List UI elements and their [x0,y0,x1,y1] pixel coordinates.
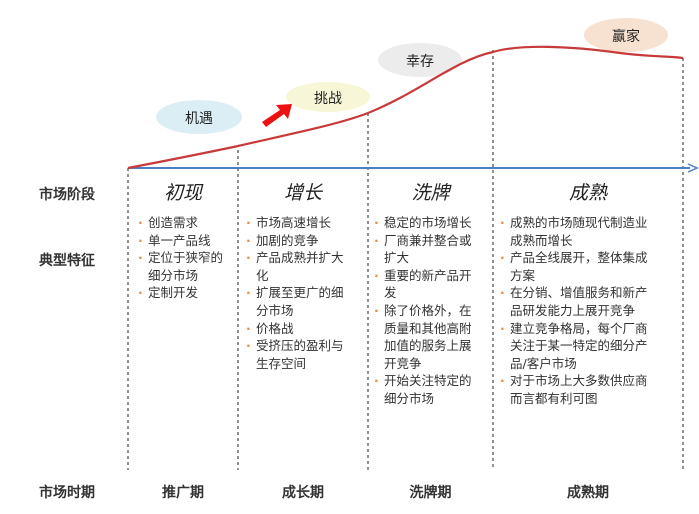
period-label: 洗牌期 [409,485,452,501]
list-item: 对于市场上大多数供应商而言都有利可图 [500,372,650,407]
bubble-label: 幸存 [406,54,434,70]
feature-list: 稳定的市场增长 厂商兼并整合或扩大 重要的新产品开发 除了价格外，在质量和其他高… [374,214,474,408]
list-item: 加剧的竞争 [246,232,346,250]
list-item: 市场高速增长 [246,214,346,232]
list-item: 成熟的市场随现代制造业成熟而增长 [500,214,650,249]
list-item: 扩展至更广的细分市场 [246,284,346,319]
period-label: 成长期 [282,485,324,501]
list-item: 厂商兼并整合或扩大 [374,232,474,267]
growth-curve [127,45,684,170]
bubble-label: 挑战 [314,91,342,107]
bubble-survival [378,43,462,77]
bubble-winner [584,18,668,52]
row-label-stage: 市场阶段 [39,187,95,203]
bubble-label: 机遇 [185,111,213,127]
list-item: 价格战 [246,320,346,338]
axis-arrowhead-icon [687,163,699,173]
list-item: 创造需求 [138,214,230,232]
stage-title: 洗牌 [411,182,450,204]
list-item: 产品全线展开，整体集成方案 [500,249,650,284]
list-item: 开始关注特定的细分市场 [374,372,474,407]
bubble-label: 赢家 [612,29,640,45]
stage-title: 成熟 [568,182,607,204]
list-item: 定位于狭窄的细分市场 [138,249,230,284]
list-item: 建立竞争格局，每个厂商关注于某一特定的细分产品/客户市场 [500,320,650,373]
list-item: 单一产品线 [138,232,230,250]
stage-title: 增长 [283,182,322,204]
stage-title: 初现 [163,182,202,204]
bubble-challenge [286,82,370,112]
list-item: 重要的新产品开发 [374,267,474,302]
row-label-period: 市场时期 [39,485,95,501]
list-item: 在分销、增值服务和新产品研发能力上展开竞争 [500,284,650,319]
feature-list: 创造需求 单一产品线 定位于狭窄的细分市场 定制开发 [138,214,230,302]
list-item: 产品成熟并扩大化 [246,249,346,284]
period-label: 成熟期 [567,485,609,501]
list-item: 稳定的市场增长 [374,214,474,232]
feature-list: 市场高速增长 加剧的竞争 产品成熟并扩大化 扩展至更广的细分市场 价格战 受挤压… [246,214,346,372]
list-item: 除了价格外，在质量和其他高附加值的服务上展开竞争 [374,302,474,372]
list-item: 定制开发 [138,284,230,302]
feature-list: 成熟的市场随现代制造业成熟而增长 产品全线展开，整体集成方案 在分销、增值服务和… [500,214,650,408]
period-label: 推广期 [162,485,204,501]
row-label-features: 典型特征 [39,253,95,269]
list-item: 受挤压的盈利与生存空间 [246,337,346,372]
red-arrow-icon [262,104,292,127]
bubble-opportunity [156,100,242,134]
